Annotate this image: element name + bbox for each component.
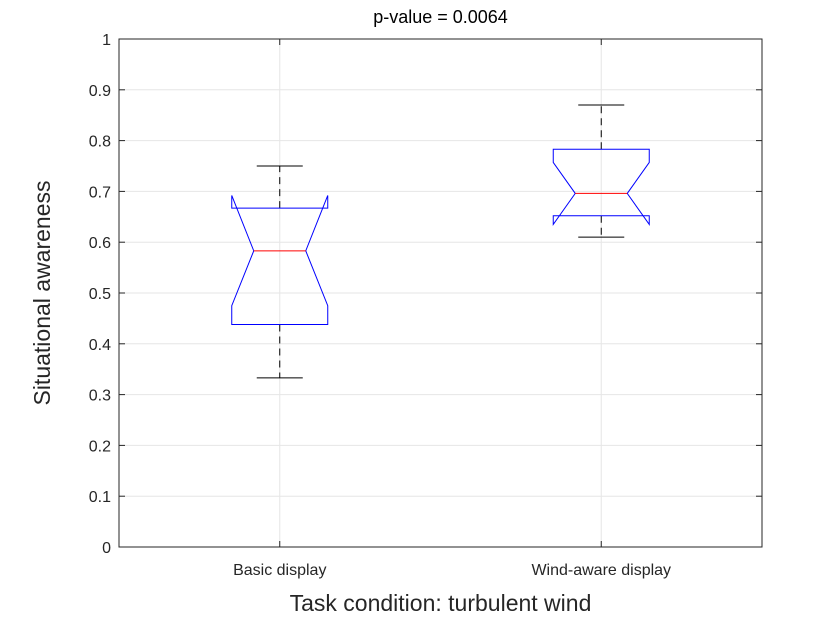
- box-group: [231, 165, 329, 379]
- axis-ticks: 0 0.1 0.2 0.3 0.4 0.5 0.6 0.7 0.8 0.9 1 Basic displ…: [89, 32, 762, 579]
- y-tick-label: 0: [102, 540, 111, 557]
- x-tick-label: Wind-aware display: [531, 562, 671, 579]
- y-tick-label: 0.8: [89, 134, 111, 151]
- box-plots: [231, 104, 650, 379]
- y-tick-label: 0.4: [89, 337, 111, 354]
- x-tick-label: Basic display: [233, 562, 326, 579]
- y-tick-label: 0.6: [89, 235, 111, 252]
- y-tick-label: 0.9: [89, 83, 111, 100]
- notched-box: [231, 195, 329, 325]
- notched-box: [552, 148, 650, 226]
- chart-title: p-value = 0.0064: [373, 7, 508, 27]
- y-tick-label: 0.1: [89, 489, 111, 506]
- grid-lines: [119, 38, 762, 548]
- y-axis-label: Situational awareness: [29, 180, 55, 405]
- box-group: [552, 104, 650, 238]
- y-tick-label: 0.5: [89, 286, 111, 303]
- y-tick-label: 0.3: [89, 388, 111, 405]
- y-tick-label: 0.2: [89, 438, 111, 455]
- x-axis-label: Task condition: turbulent wind: [290, 590, 592, 616]
- y-tick-label: 1: [102, 32, 111, 49]
- y-tick-label: 0.7: [89, 184, 111, 201]
